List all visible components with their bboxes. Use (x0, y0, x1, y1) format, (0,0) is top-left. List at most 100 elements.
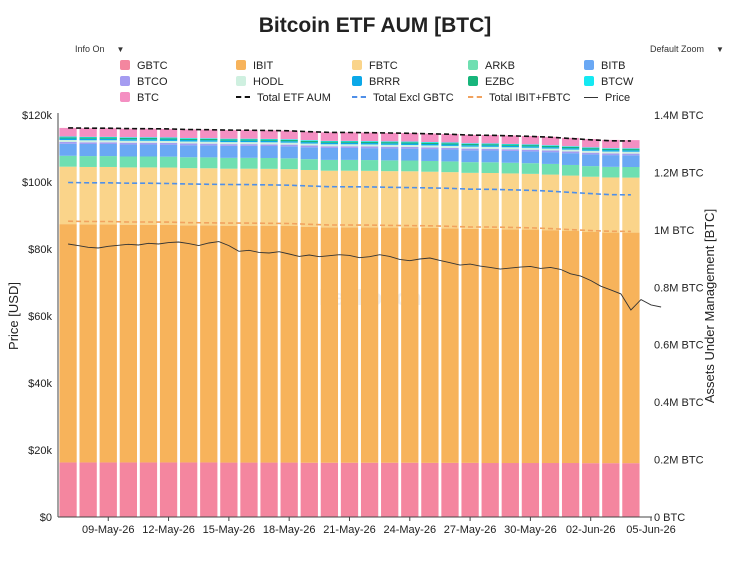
bar-ibit[interactable] (59, 224, 77, 463)
bar-btco[interactable] (159, 142, 178, 145)
bar-ezbc[interactable] (240, 139, 258, 141)
bar-arkb[interactable] (622, 167, 640, 178)
bar-hodl[interactable] (521, 147, 540, 150)
bar-btco[interactable] (401, 146, 419, 149)
bar-brrr[interactable] (300, 142, 318, 144)
bar-ibit[interactable] (139, 224, 158, 463)
bar-gbtc[interactable] (59, 462, 77, 517)
bar-ezbc[interactable] (622, 149, 640, 151)
bar-hodl[interactable] (159, 140, 178, 143)
bar-btcw[interactable] (220, 138, 238, 140)
bar-gbtc[interactable] (119, 462, 138, 517)
bar-bitb[interactable] (421, 149, 439, 161)
bar-brrr[interactable] (541, 147, 560, 149)
bar-arkb[interactable] (481, 162, 499, 174)
series-line-total-excl-gbtc[interactable] (68, 181, 631, 196)
legend-item-arkb[interactable]: ARKB (468, 59, 515, 73)
bar-bitb[interactable] (59, 143, 77, 156)
bar-ezbc[interactable] (582, 148, 600, 150)
bar-arkb[interactable] (159, 156, 178, 168)
bar-hodl[interactable] (481, 146, 499, 149)
bar-fbtc[interactable] (280, 169, 298, 226)
bar-ibit[interactable] (240, 225, 258, 463)
bar-hodl[interactable] (340, 144, 359, 147)
bar-ibit[interactable] (280, 225, 298, 463)
bar-btc[interactable] (79, 128, 97, 137)
bar-btco[interactable] (99, 142, 117, 145)
bar-ibit[interactable] (360, 227, 379, 463)
bar-arkb[interactable] (360, 160, 379, 171)
bar-ibit[interactable] (602, 232, 620, 464)
bar-arkb[interactable] (602, 166, 620, 178)
bar-arkb[interactable] (280, 158, 298, 170)
bar-fbtc[interactable] (561, 175, 580, 232)
bar-fbtc[interactable] (360, 170, 379, 228)
bar-btc[interactable] (441, 134, 459, 143)
bar-bitb[interactable] (401, 148, 419, 161)
bar-hodl[interactable] (602, 151, 620, 154)
bar-hodl[interactable] (220, 142, 238, 145)
info-toggle[interactable]: Info On ▼ (75, 44, 124, 54)
bar-btc[interactable] (280, 130, 298, 140)
bar-fbtc[interactable] (381, 171, 399, 228)
bar-btc[interactable] (300, 131, 318, 141)
bar-brrr[interactable] (421, 144, 439, 146)
bar-arkb[interactable] (260, 157, 278, 169)
bar-btc[interactable] (541, 136, 560, 146)
bar-ibit[interactable] (461, 228, 479, 463)
bar-ezbc[interactable] (139, 138, 158, 140)
bar-arkb[interactable] (99, 156, 117, 167)
bar-gbtc[interactable] (99, 462, 117, 517)
bar-btco[interactable] (421, 147, 439, 150)
bar-btc[interactable] (602, 139, 620, 149)
bar-ibit[interactable] (401, 227, 419, 463)
bar-gbtc[interactable] (541, 463, 560, 517)
legend-item-btcw[interactable]: BTCW (584, 75, 633, 89)
legend-item-ezbc[interactable]: EZBC (468, 75, 514, 89)
bar-btc[interactable] (159, 128, 178, 138)
legend-item-gbtc[interactable]: GBTC (120, 59, 168, 73)
bar-ibit[interactable] (521, 229, 540, 464)
bar-bitb[interactable] (441, 149, 459, 162)
bar-btc[interactable] (119, 128, 138, 138)
bar-btcw[interactable] (320, 140, 339, 142)
bar-ibit[interactable] (340, 227, 359, 463)
bar-btco[interactable] (280, 144, 298, 147)
bar-fbtc[interactable] (119, 167, 138, 225)
bar-ezbc[interactable] (200, 138, 218, 141)
bar-ibit[interactable] (99, 224, 117, 463)
bar-btco[interactable] (582, 152, 600, 155)
bar-btcw[interactable] (622, 148, 640, 150)
bar-ibit[interactable] (220, 225, 238, 463)
zoom-menu[interactable]: Default Zoom ▼ (650, 44, 724, 54)
bar-btc[interactable] (622, 140, 640, 149)
bar-fbtc[interactable] (401, 171, 419, 228)
bar-gbtc[interactable] (320, 462, 339, 517)
bar-ibit[interactable] (180, 225, 198, 463)
bar-arkb[interactable] (501, 162, 519, 174)
bar-hodl[interactable] (561, 149, 580, 152)
bar-ibit[interactable] (159, 224, 178, 463)
legend-item-btco[interactable]: BTCO (120, 75, 168, 89)
bar-btcw[interactable] (421, 142, 439, 143)
bar-btcw[interactable] (481, 143, 499, 145)
bar-brrr[interactable] (441, 144, 459, 146)
bar-ezbc[interactable] (521, 145, 540, 147)
legend-item-price[interactable]: Price (584, 91, 630, 105)
bar-ezbc[interactable] (541, 145, 560, 148)
bar-arkb[interactable] (320, 159, 339, 171)
bar-ezbc[interactable] (421, 142, 439, 145)
bar-gbtc[interactable] (501, 463, 519, 517)
bar-btco[interactable] (360, 146, 379, 149)
bar-gbtc[interactable] (340, 462, 359, 517)
bar-brrr[interactable] (220, 140, 238, 143)
bar-btcw[interactable] (99, 136, 117, 138)
bar-bitb[interactable] (220, 145, 238, 158)
bar-ezbc[interactable] (501, 144, 519, 146)
bar-fbtc[interactable] (320, 170, 339, 228)
bar-btco[interactable] (79, 142, 97, 145)
bar-gbtc[interactable] (159, 462, 178, 517)
bar-btco[interactable] (320, 146, 339, 148)
bar-ezbc[interactable] (481, 144, 499, 146)
bar-btco[interactable] (59, 141, 77, 144)
